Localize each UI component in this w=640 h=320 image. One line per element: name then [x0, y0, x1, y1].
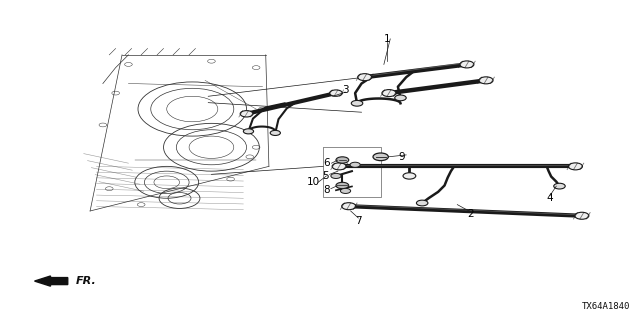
Circle shape — [554, 183, 565, 189]
Circle shape — [373, 153, 388, 161]
Text: 7: 7 — [355, 216, 362, 226]
Circle shape — [240, 111, 253, 117]
Circle shape — [336, 157, 349, 163]
Circle shape — [270, 130, 280, 135]
Circle shape — [479, 77, 493, 84]
Circle shape — [568, 163, 582, 170]
Text: FR.: FR. — [76, 276, 97, 286]
Text: 2: 2 — [467, 209, 474, 219]
Text: 3: 3 — [342, 85, 349, 95]
Text: 5: 5 — [322, 171, 328, 181]
Circle shape — [417, 200, 428, 206]
Circle shape — [331, 173, 341, 179]
Text: 9: 9 — [399, 152, 405, 162]
FancyArrow shape — [35, 276, 68, 286]
Circle shape — [350, 162, 360, 167]
Circle shape — [340, 188, 351, 194]
Circle shape — [336, 182, 349, 189]
Circle shape — [382, 90, 396, 97]
Circle shape — [575, 212, 589, 219]
Circle shape — [358, 74, 372, 81]
Text: 6: 6 — [323, 158, 330, 168]
Text: TX64A1840: TX64A1840 — [581, 302, 630, 311]
Circle shape — [395, 95, 406, 101]
Circle shape — [330, 90, 342, 96]
Circle shape — [460, 61, 474, 68]
Circle shape — [332, 163, 346, 170]
Text: 8: 8 — [323, 185, 330, 195]
Circle shape — [342, 203, 356, 210]
Circle shape — [403, 173, 416, 179]
Text: 1: 1 — [384, 34, 390, 44]
Circle shape — [243, 129, 253, 134]
Text: 10: 10 — [307, 177, 320, 187]
Circle shape — [351, 100, 363, 106]
Text: 4: 4 — [547, 193, 553, 203]
